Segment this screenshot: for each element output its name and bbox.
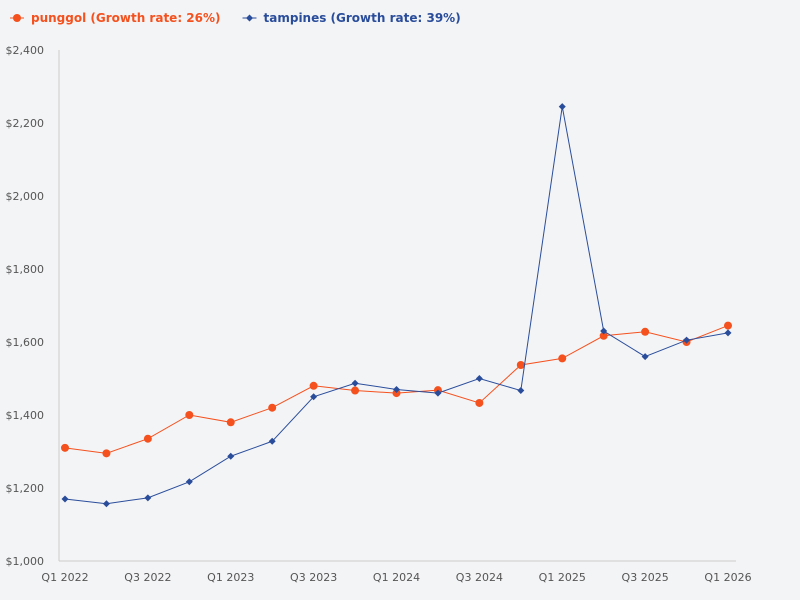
x-tick-label-16: Q1 2026 (704, 571, 751, 584)
legend-marker-1 (246, 14, 254, 22)
x-tick-label-10: Q3 2024 (456, 571, 503, 584)
series-1-point-11 (517, 387, 525, 395)
series-0-point-7 (351, 386, 360, 395)
y-tick-label-7: $2,400 (6, 44, 45, 57)
x-tick-label-14: Q3 2025 (622, 571, 669, 584)
series-1-point-7 (351, 379, 359, 387)
x-tick-label-0: Q1 2022 (41, 571, 88, 584)
legend-marker-0 (13, 14, 21, 22)
series-1-point-0 (61, 495, 69, 503)
series-1-point-4 (227, 452, 235, 460)
series-line-1 (64, 106, 729, 505)
x-tick-label-8: Q1 2024 (373, 571, 420, 584)
y-tick-label-2: $1,400 (6, 409, 45, 422)
series-0-point-0 (61, 443, 69, 452)
legend-label-1: tampines (Growth rate: 39%) (264, 11, 461, 25)
series-1-point-6 (310, 393, 318, 401)
y-tick-label-3: $1,600 (6, 336, 45, 349)
series-0-point-12 (558, 354, 567, 363)
y-tick-label-1: $1,200 (6, 482, 45, 495)
x-tick-label-2: Q3 2022 (124, 571, 171, 584)
series-1-point-14 (641, 353, 649, 361)
series-1-point-9 (434, 389, 442, 397)
series-0-point-8 (392, 389, 401, 398)
series-1-point-5 (268, 437, 276, 445)
y-tick-label-0: $1,000 (6, 555, 45, 568)
series-0-point-1 (102, 449, 111, 458)
series-1-point-15 (683, 336, 691, 344)
series-0-point-2 (143, 434, 152, 443)
y-tick-label-6: $2,200 (6, 117, 45, 130)
x-tick-label-6: Q3 2023 (290, 571, 337, 584)
series-1-point-3 (185, 478, 193, 486)
series-1-point-1 (102, 500, 110, 508)
series-0-point-14 (641, 327, 650, 336)
series-1-point-12 (558, 103, 566, 111)
x-tick-label-4: Q1 2023 (207, 571, 254, 584)
series-1-point-10 (475, 375, 483, 382)
series-0-point-10 (475, 398, 484, 407)
y-tick-label-5: $2,000 (6, 190, 45, 203)
series-1-point-2 (144, 494, 152, 502)
y-tick-label-4: $1,800 (6, 263, 45, 276)
x-tick-label-12: Q1 2025 (539, 571, 586, 584)
series-0-point-6 (309, 381, 318, 390)
series-0-point-16 (724, 321, 732, 330)
series-0-point-5 (268, 403, 277, 412)
series-0-point-4 (226, 418, 235, 427)
series-1-point-13 (600, 327, 608, 335)
series-0-point-13 (599, 331, 608, 340)
series-1-point-16 (724, 329, 732, 337)
series-0-point-11 (516, 360, 525, 369)
series-1-point-8 (393, 385, 400, 393)
legend-label-0: punggol (Growth rate: 26%) (31, 11, 221, 25)
series-0-point-3 (185, 411, 194, 419)
